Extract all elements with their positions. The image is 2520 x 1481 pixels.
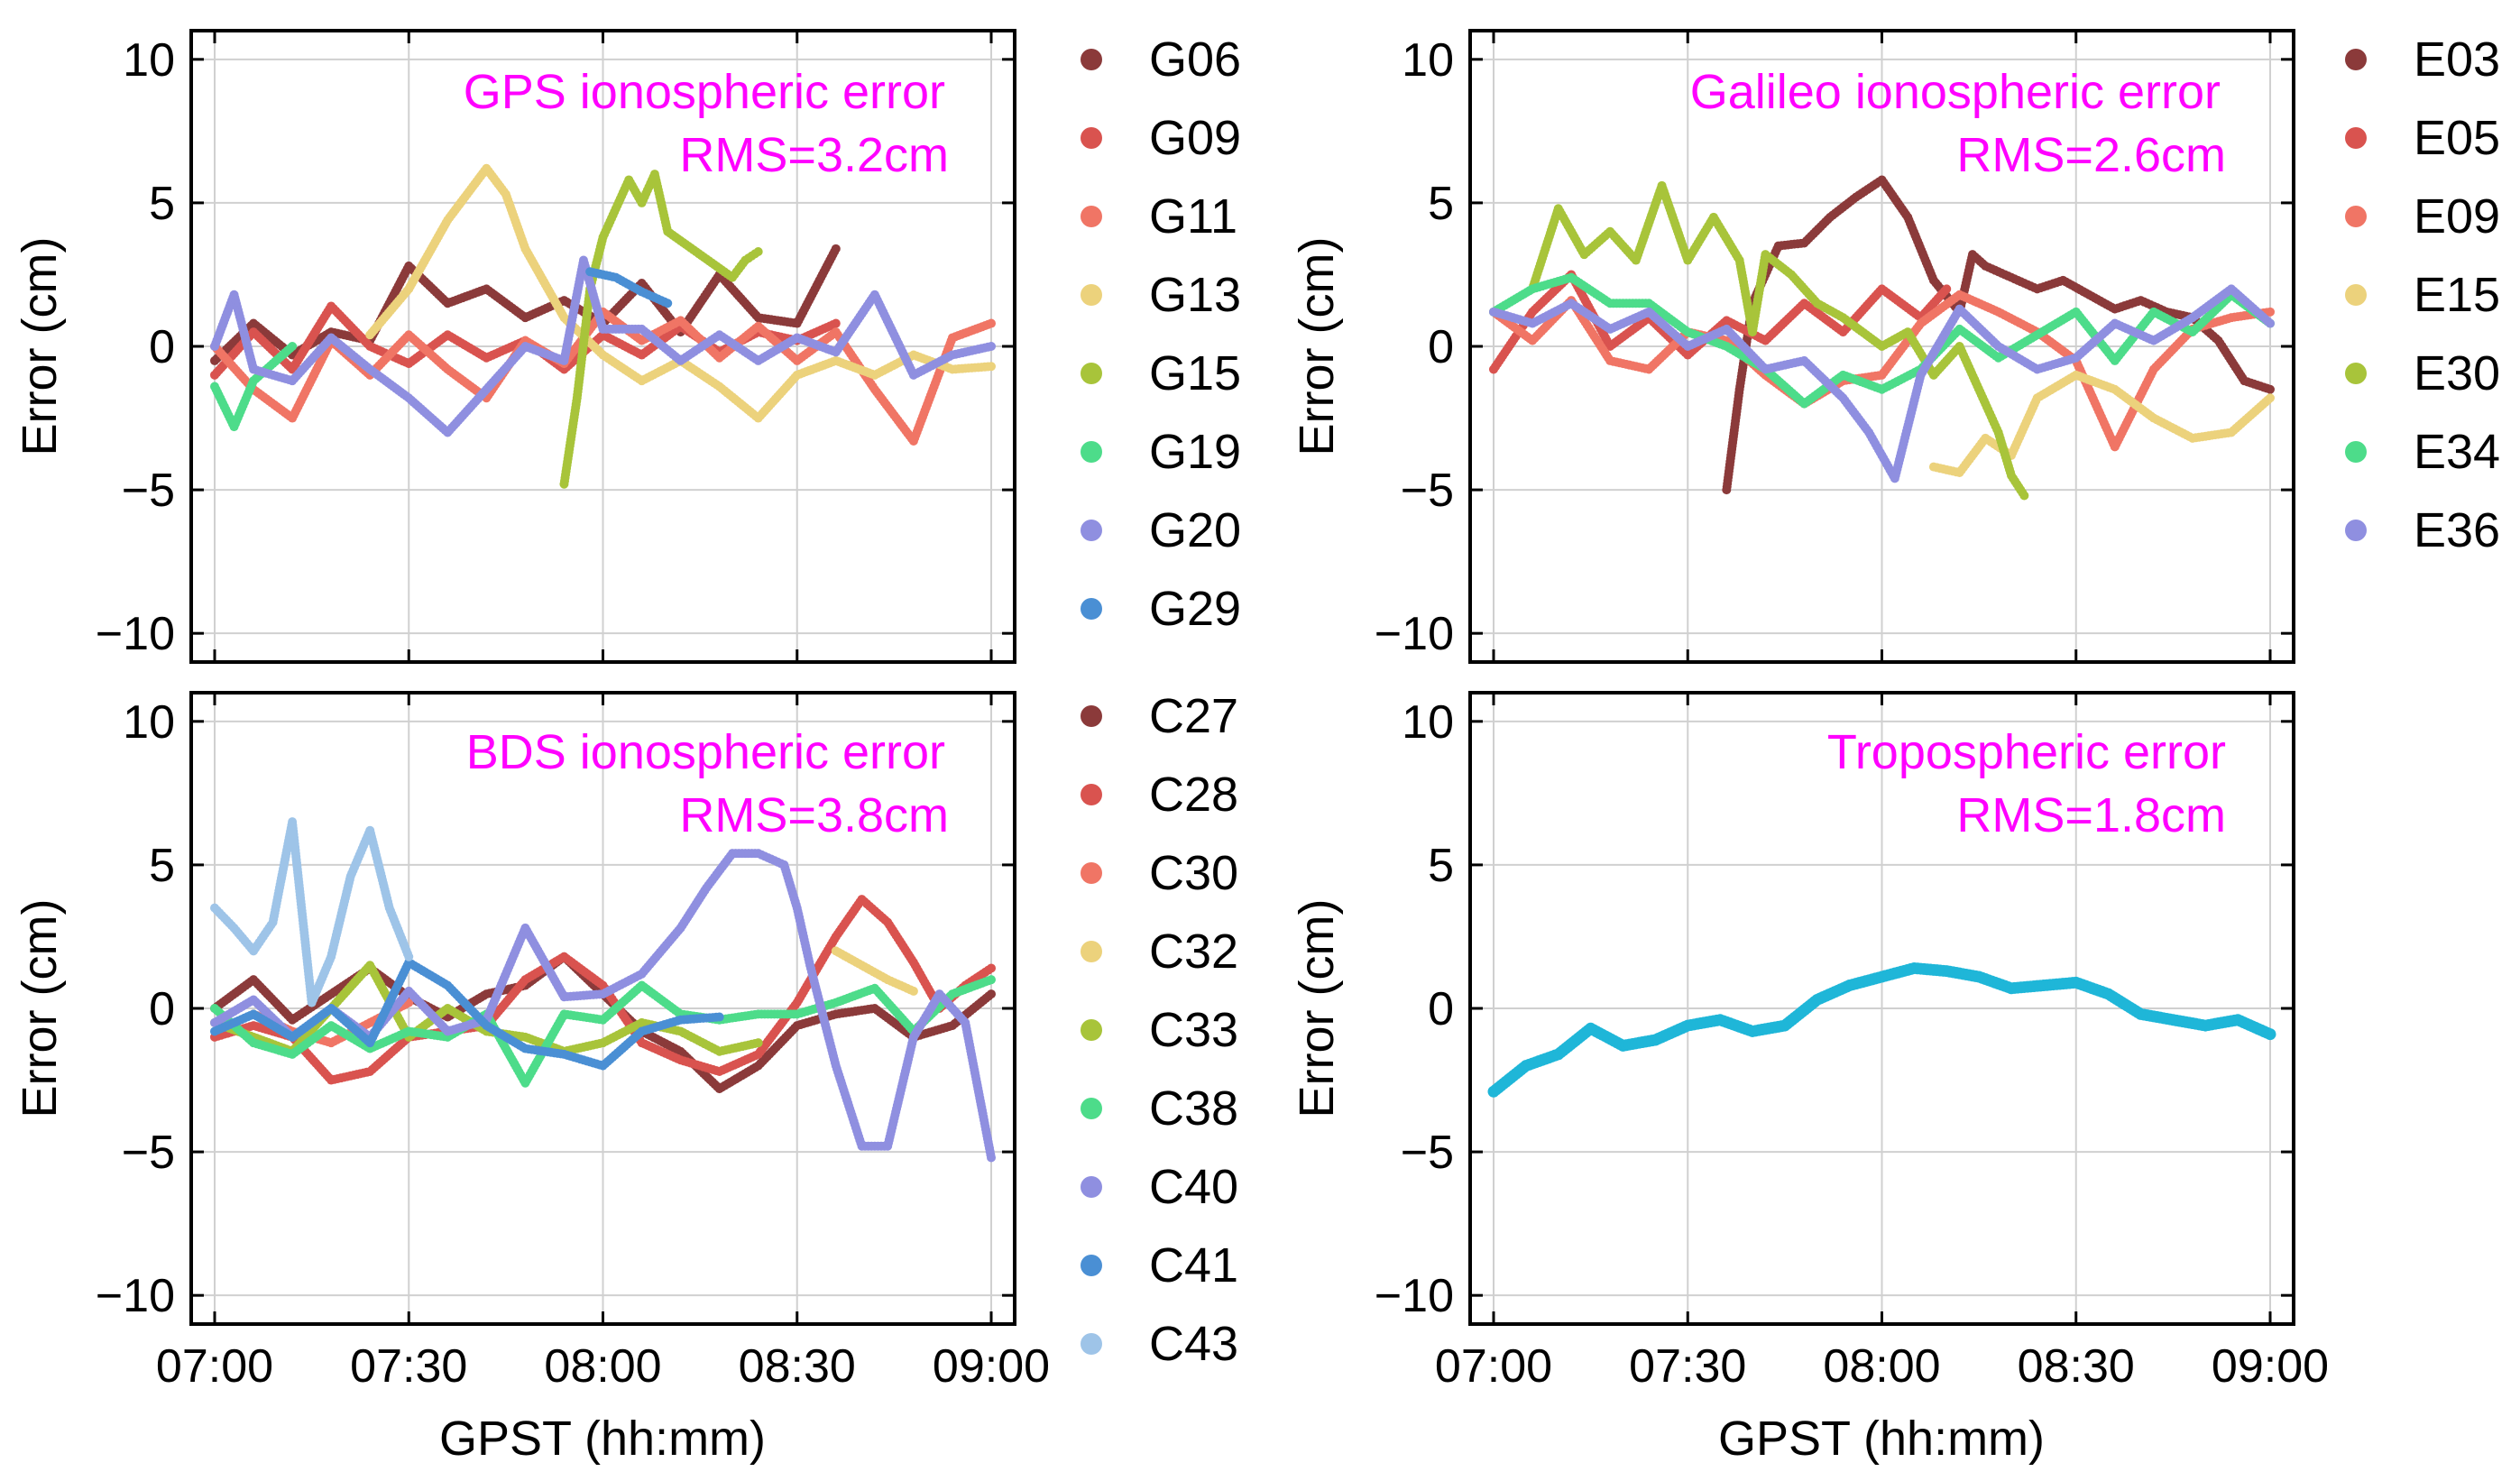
legend-marker [2345,363,2367,384]
legend-marker [1081,363,1102,384]
y-tick-label: 0 [149,321,175,373]
legend-marker [2345,49,2367,70]
ticks [1470,31,2294,662]
data-points [210,163,996,489]
panel-title: GPS ionospheric error [464,65,945,119]
panel-title: Galileo ionospheric error [1690,65,2221,119]
y-tick-labels: −10 −5 0 5 10 [96,34,175,660]
legend-item-G29: G29 [1081,582,1241,636]
legend-marker [2345,284,2367,306]
series-G29 [585,267,673,308]
legend-marker [1081,284,1102,306]
rms-label: RMS=2.6cm [1956,128,2226,182]
data-point [987,989,996,999]
legend-item-E05: E05 [2345,111,2500,165]
y-tick-label: 10 [123,34,175,87]
data-points [1489,175,2275,501]
legend-label: E03 [2414,32,2500,87]
legend-label: G13 [1149,268,1241,322]
legend-label: G20 [1149,503,1241,557]
rms-label: RMS=3.2cm [679,128,949,182]
y-tick-label: −10 [1375,608,1454,660]
legend-label: G29 [1149,582,1241,636]
legend: G06 G09 G11 G13 G15 G19 G20 G29 [1081,32,1241,636]
y-tick-label: −5 [1401,465,1454,517]
data-point [987,963,996,973]
data-point [1942,284,1952,294]
y-tick-labels: −10 −5 0 5 10 [1375,34,1454,660]
data-point [663,299,673,308]
y-axis-label: Error (cm) [13,237,67,456]
data-point [753,247,763,256]
legend-item-G13: G13 [1081,268,1241,322]
legend-item-G06: G06 [1081,32,1241,87]
y-tick-label: 0 [1428,321,1454,373]
legend-label: E30 [2414,346,2500,400]
data-point [831,244,841,253]
series-G15 [559,170,763,489]
y-tick-label: −5 [122,465,175,517]
legend-marker [1081,520,1102,541]
legend-label: E15 [2414,268,2500,322]
legend-marker [2345,441,2367,463]
y-tick-label: 10 [1402,34,1454,87]
series-G13 [365,163,996,423]
legend-marker [1081,127,1102,149]
legend-marker [2345,206,2367,227]
data-point [987,318,996,328]
data-point [753,1038,763,1048]
legend-marker [2345,127,2367,149]
legend-item-G09: G09 [1081,111,1241,165]
series-G20 [210,255,996,437]
legend-item-E36: E36 [2345,503,2500,557]
legend-label: E05 [2414,111,2500,165]
y-axis-label: Error (cm) [1290,237,1344,456]
y-tick-label: 5 [1428,178,1454,230]
legend-label: G15 [1149,346,1241,400]
ticks [191,31,1015,662]
data-point [2266,318,2275,328]
legend: E03 E05 E09 E15 E30 E34 E36 [2345,32,2500,557]
data-point [2266,393,2275,403]
data-point [288,342,298,351]
legend-item-E03: E03 [2345,32,2500,87]
legend-label: G19 [1149,425,1241,479]
legend-marker [1081,441,1102,463]
data-point [831,318,841,328]
legend-item-G15: G15 [1081,346,1241,400]
data-point [908,986,918,996]
legend-marker [1081,598,1102,620]
data-point [987,362,996,372]
panel-gps: GPS ionospheric error RMS=3.2cm Error (c… [13,29,1241,664]
legend-marker [2345,520,2367,541]
legend-item-G19: G19 [1081,425,1241,479]
data-point [2019,491,2029,501]
panel-galileo: Galileo ionospheric error RMS=2.6cm Erro… [1290,29,2500,664]
legend-item-E09: E09 [2345,189,2500,244]
legend-item-E34: E34 [2345,425,2500,479]
legend-label: E09 [2414,189,2500,244]
legend-marker [1081,206,1102,227]
legend-label: G06 [1149,32,1241,87]
legend-label: G09 [1149,111,1241,165]
legend-label: E36 [2414,503,2500,557]
legend-item-E15: E15 [2345,268,2500,322]
data-point [987,342,996,351]
y-tick-label: 5 [149,178,175,230]
y-tick-label: −10 [96,608,175,660]
legend-marker [1081,49,1102,70]
legend-label: G11 [1149,189,1237,244]
legend-label: E34 [2414,425,2500,479]
legend-item-E30: E30 [2345,346,2500,400]
data-point [2266,384,2275,394]
legend-item-G20: G20 [1081,503,1241,557]
panel-bds: BDS ionospheric error RMS=3.8cm Error (c… [13,689,1238,1466]
legend-item-G11: G11 [1081,189,1237,244]
